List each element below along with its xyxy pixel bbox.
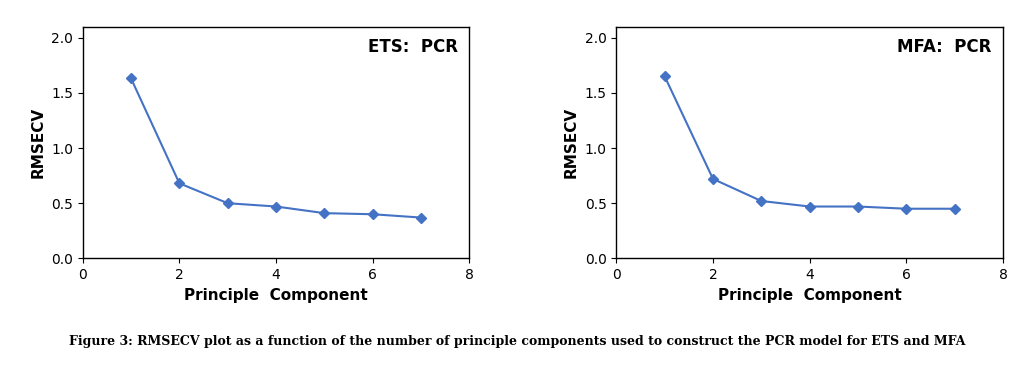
Text: MFA:  PCR: MFA: PCR — [898, 38, 992, 56]
Y-axis label: RMSECV: RMSECV — [30, 107, 45, 178]
Y-axis label: RMSECV: RMSECV — [564, 107, 579, 178]
X-axis label: Principle  Component: Principle Component — [184, 288, 368, 303]
Text: ETS:  PCR: ETS: PCR — [368, 38, 458, 56]
X-axis label: Principle  Component: Principle Component — [718, 288, 902, 303]
Text: Figure 3: RMSECV plot as a function of the number of principle components used t: Figure 3: RMSECV plot as a function of t… — [68, 336, 966, 348]
